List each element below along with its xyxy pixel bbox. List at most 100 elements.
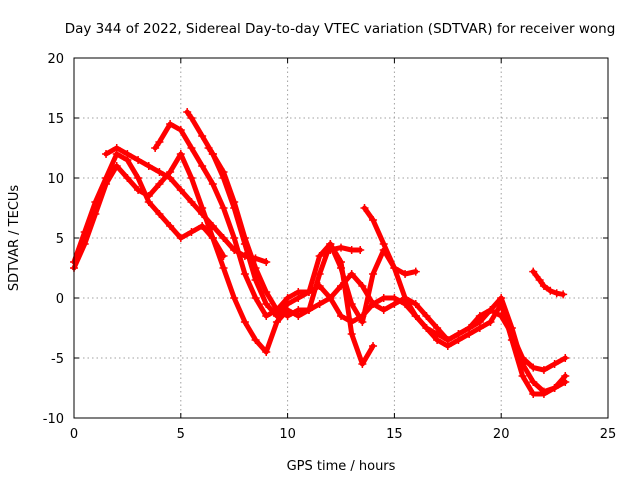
- x-axis-label: GPS time / hours: [287, 459, 396, 474]
- data-point-marker: [369, 300, 378, 308]
- data-point-marker: [187, 198, 196, 206]
- data-point-marker: [433, 336, 442, 344]
- data-point-marker: [379, 306, 388, 314]
- series-track-9: [326, 243, 365, 254]
- data-point-marker: [230, 294, 239, 302]
- data-point-marker: [240, 270, 249, 278]
- data-point-marker: [144, 192, 153, 200]
- data-point-marker: [559, 290, 568, 299]
- data-point-marker: [208, 234, 217, 242]
- data-point-marker: [347, 270, 356, 278]
- data-point-marker: [358, 318, 367, 326]
- data-point-marker: [155, 210, 164, 218]
- data-point-marker: [337, 282, 345, 290]
- x-tick-label: 15: [386, 427, 403, 442]
- data-point-marker: [561, 378, 570, 386]
- data-point-marker: [390, 264, 399, 272]
- data-point-marker: [198, 222, 207, 230]
- data-point-marker: [198, 162, 207, 170]
- data-point-marker: [176, 234, 185, 242]
- data-point-marker: [347, 318, 356, 326]
- y-tick-label: 5: [56, 232, 64, 247]
- data-point-marker: [102, 180, 111, 188]
- data-point-marker: [518, 372, 527, 380]
- y-tick-label: -5: [51, 352, 64, 367]
- data-point-marker: [401, 270, 410, 278]
- data-point-marker: [539, 282, 548, 290]
- data-point-marker: [134, 186, 143, 194]
- data-point-marker: [166, 222, 175, 230]
- data-point-marker: [337, 264, 345, 272]
- data-point-marker: [123, 174, 132, 182]
- data-point-marker: [272, 312, 281, 320]
- data-point-marker: [529, 390, 538, 398]
- data-series: [70, 108, 570, 398]
- data-point-marker: [326, 246, 335, 254]
- data-point-marker: [529, 378, 538, 386]
- y-tick-label: 20: [47, 52, 64, 67]
- data-point-marker: [134, 174, 143, 182]
- data-point-marker: [315, 300, 324, 308]
- data-point-marker: [219, 204, 228, 212]
- y-tick-label: 0: [56, 292, 64, 307]
- data-point-marker: [219, 174, 228, 182]
- axis-ticks: 0 5 10 15 20 25 -10 -5 0 5 10 15 20: [43, 52, 617, 442]
- data-point-marker: [411, 267, 420, 276]
- data-point-marker: [358, 282, 367, 290]
- data-point-marker: [347, 246, 356, 254]
- data-point-marker: [433, 324, 442, 332]
- data-point-marker: [337, 243, 345, 252]
- data-point-marker: [230, 204, 239, 212]
- data-point-marker: [187, 174, 196, 182]
- data-point-marker: [166, 120, 175, 128]
- data-point-marker: [151, 144, 160, 152]
- data-point-marker: [550, 384, 559, 392]
- y-tick-label: 10: [47, 172, 64, 187]
- data-point-marker: [529, 267, 538, 276]
- data-point-marker: [304, 288, 313, 296]
- grid-lines: [74, 58, 608, 418]
- data-point-marker: [337, 312, 345, 320]
- data-point-marker: [497, 300, 506, 308]
- data-point-marker: [369, 342, 378, 350]
- data-point-marker: [112, 144, 121, 152]
- data-point-marker: [486, 306, 495, 314]
- data-point-marker: [240, 318, 249, 326]
- data-point-marker: [379, 240, 388, 248]
- data-point-marker: [262, 348, 271, 356]
- y-axis-label: SDTVAR / TECUs: [7, 185, 22, 292]
- data-point-marker: [369, 216, 378, 224]
- data-point-marker: [123, 150, 132, 158]
- data-point-marker: [262, 312, 271, 320]
- data-point-marker: [486, 318, 495, 326]
- x-tick-label: 10: [279, 427, 296, 442]
- data-point-marker: [251, 294, 260, 302]
- data-point-marker: [183, 108, 192, 116]
- data-point-marker: [204, 144, 213, 152]
- data-point-marker: [539, 366, 548, 374]
- data-point-marker: [454, 336, 463, 344]
- data-point-marker: [134, 156, 143, 164]
- data-point-marker: [561, 354, 570, 362]
- data-point-marker: [422, 324, 431, 332]
- data-point-marker: [155, 138, 164, 146]
- data-point-marker: [315, 270, 324, 278]
- data-point-marker: [529, 363, 538, 372]
- data-point-marker: [401, 294, 410, 302]
- data-point-marker: [176, 126, 185, 134]
- series-line: [206, 145, 568, 397]
- data-point-marker: [379, 294, 388, 302]
- data-point-marker: [539, 390, 548, 398]
- data-point-marker: [240, 240, 249, 248]
- data-point-marker: [176, 150, 185, 158]
- data-point-marker: [411, 312, 420, 320]
- data-point-marker: [356, 246, 365, 254]
- data-point-marker: [283, 300, 292, 308]
- data-point-marker: [315, 282, 324, 290]
- x-tick-label: 5: [177, 427, 185, 442]
- data-point-marker: [535, 276, 544, 284]
- data-point-marker: [144, 162, 153, 170]
- data-point-marker: [304, 306, 313, 314]
- data-point-marker: [112, 162, 121, 170]
- data-point-marker: [283, 312, 292, 320]
